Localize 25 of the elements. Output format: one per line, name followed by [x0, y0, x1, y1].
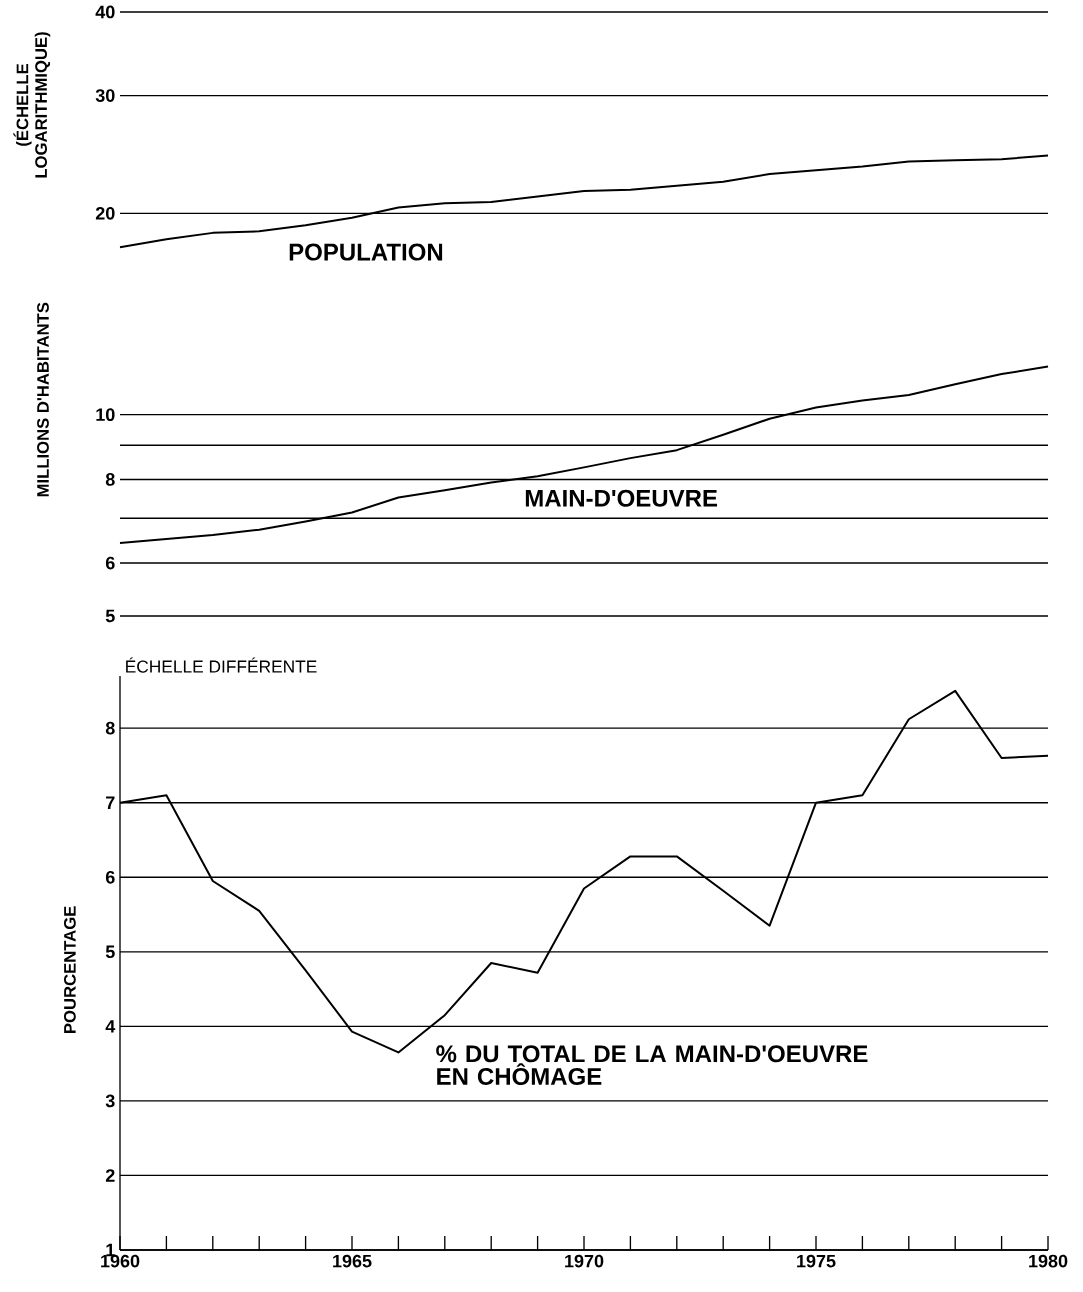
y-tick-label: 3	[105, 1094, 115, 1108]
y-tick-label: 4	[105, 1020, 116, 1033]
y-tick-label: 8	[105, 473, 115, 486]
y-tick-label: 7	[106, 796, 115, 809]
y-axis-title: POURCENTAGE	[64, 906, 76, 1033]
text: (ÉCHELLE LOGARITHMIQUE)	[13, 32, 51, 178]
y-tick-label: 5	[105, 945, 115, 959]
y-tick-label: 2	[105, 1169, 115, 1182]
y-tick-label: 20	[95, 206, 115, 220]
series-label: % DU TOTAL DE LA MAIN-D'OEUVRE EN CHÔMAGE	[436, 1045, 868, 1085]
y-tick-label: 10	[96, 408, 115, 422]
y-tick-label: 40	[95, 5, 115, 19]
series-label: MAIN-D'OEUVRE	[525, 489, 718, 507]
y-tick-label: 8	[105, 721, 115, 735]
x-tick-label: 1965	[333, 1254, 372, 1268]
y-tick-label: 6	[105, 556, 115, 570]
x-tick-label: 1980	[1029, 1254, 1068, 1268]
y-tick-label: 30	[95, 89, 115, 102]
y-tick-label: 6	[105, 870, 115, 884]
x-tick-label: 1970	[565, 1254, 604, 1268]
y-tick-label: 5	[105, 609, 115, 623]
x-tick-label: 1975	[797, 1254, 836, 1268]
y-axis-title: MILLIONS D'HABITANTS	[37, 302, 49, 497]
chart-title: ÉCHELLE DIFFÉRENTE	[126, 657, 317, 673]
series-label: POPULATION	[289, 243, 443, 261]
